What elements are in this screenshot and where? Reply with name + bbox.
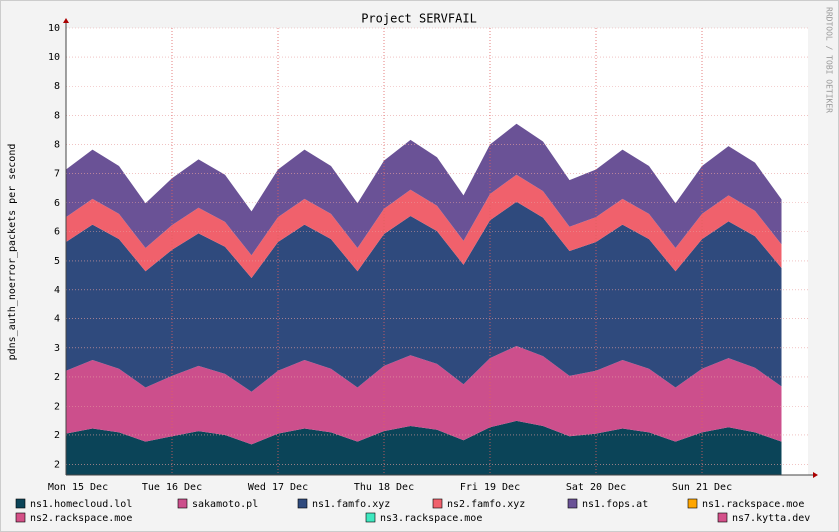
axis-arrow: [813, 472, 818, 478]
y-tick-label: 2: [54, 430, 60, 441]
area: [66, 123, 782, 256]
y-tick-label: 2: [54, 459, 60, 470]
y-tick-label: 4: [54, 314, 60, 325]
x-tick-label: Mon 15 Dec: [48, 482, 108, 493]
y-tick-label: 8: [54, 81, 60, 92]
y-tick-label: 2: [54, 372, 60, 383]
y-tick-label: 3: [54, 343, 60, 354]
legend-swatch: [432, 498, 443, 509]
legend-label: ns3.rackspace.moe: [380, 513, 482, 524]
legend-swatch: [365, 512, 376, 523]
legend-swatch: [687, 498, 698, 509]
legend-label: sakamoto.pl: [192, 499, 258, 510]
legend-swatch: [15, 512, 26, 523]
y-tick-label: 6: [54, 227, 60, 238]
y-tick-label: 8: [54, 140, 60, 151]
axis-arrow: [63, 18, 69, 23]
chart-title: Project SERVFAIL: [361, 12, 477, 26]
y-tick-label: 6: [54, 198, 60, 209]
area: [66, 201, 782, 392]
legend-swatch: [567, 498, 578, 509]
x-tick-label: Fri 19 Dec: [460, 482, 520, 493]
y-tick-label: 10: [48, 23, 60, 34]
x-tick-label: Thu 18 Dec: [354, 482, 414, 493]
legend-label: ns2.rackspace.moe: [30, 513, 132, 524]
y-tick-label: 7: [54, 168, 60, 179]
legend-label: ns2.famfo.xyz: [447, 499, 525, 510]
side-text: RRDTOOL / TOBI OETIKER: [825, 7, 834, 113]
legend-swatch: [297, 498, 308, 509]
y-tick-label: 5: [54, 256, 60, 267]
legend-label: ns1.rackspace.moe: [702, 499, 804, 510]
x-tick-label: Sun 21 Dec: [672, 482, 732, 493]
x-tick-label: Sat 20 Dec: [566, 482, 626, 493]
y-tick-label: 8: [54, 110, 60, 121]
legend-label: ns7.kytta.dev: [732, 513, 810, 524]
area: [66, 420, 782, 475]
legend-swatch: [717, 512, 728, 523]
legend-label: ns1.famfo.xyz: [312, 499, 390, 510]
y-tick-label: 10: [48, 52, 60, 63]
legend-label: ns1.homecloud.lol: [30, 499, 132, 510]
area: [66, 346, 782, 445]
legend-swatch: [15, 498, 26, 509]
y-tick-label: 2: [54, 402, 60, 413]
area: [66, 174, 782, 278]
y-axis-label: pdns_auth_noerror_packets per second: [7, 144, 18, 361]
legend-label: ns1.fops.at: [582, 499, 648, 510]
y-tick-label: 4: [54, 285, 60, 296]
x-tick-label: Wed 17 Dec: [248, 482, 308, 493]
x-tick-label: Tue 16 Dec: [142, 482, 202, 493]
legend-swatch: [177, 498, 188, 509]
